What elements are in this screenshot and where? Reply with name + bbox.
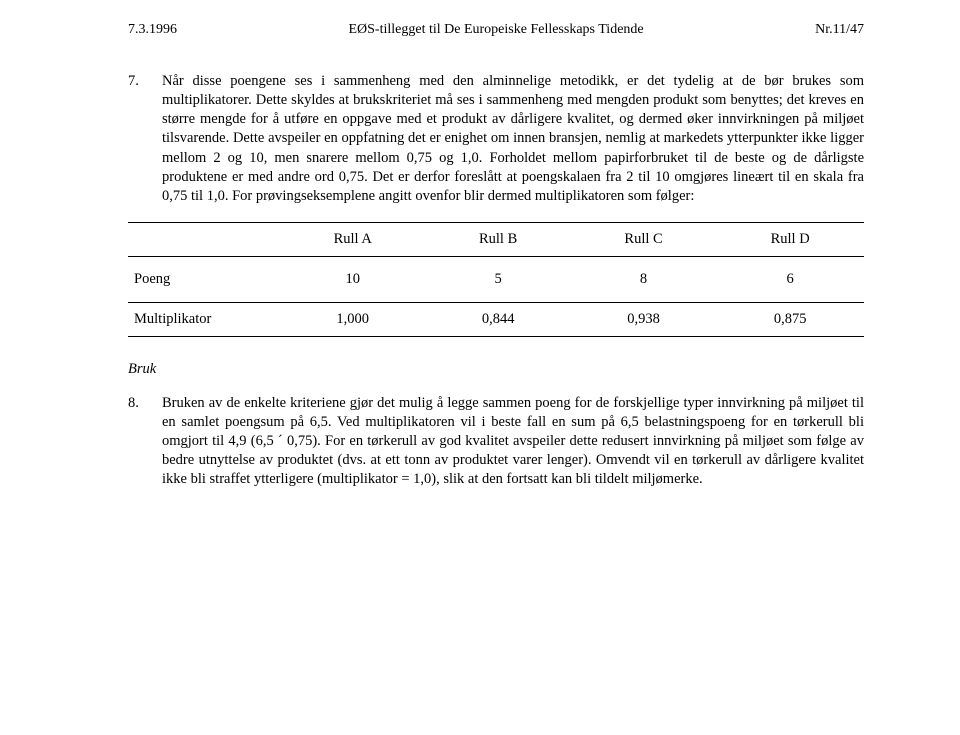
- paragraph-7: 7. Når disse poengene ses i sammenheng m…: [128, 72, 864, 206]
- header-date: 7.3.1996: [128, 22, 177, 38]
- table-col-header: Rull B: [425, 222, 570, 256]
- table-cell: 0,844: [425, 302, 570, 336]
- section-heading-bruk: Bruk: [128, 361, 864, 378]
- table-cell: 10: [280, 263, 425, 296]
- document-page: 7.3.1996 EØS-tillegget til De Europeiske…: [0, 0, 960, 524]
- table-cell: 0,938: [571, 302, 716, 336]
- multiplier-table: Rull A Rull B Rull C Rull D Poeng 10 5 8…: [128, 222, 864, 337]
- table-col-header: Rull D: [716, 222, 864, 256]
- paragraph-text: Når disse poengene ses i sammenheng med …: [162, 72, 864, 206]
- table-header-blank: [128, 222, 280, 256]
- table-col-header: Rull C: [571, 222, 716, 256]
- table-cell: 8: [571, 263, 716, 296]
- paragraph-8: 8. Bruken av de enkelte kriteriene gjør …: [128, 394, 864, 490]
- table-cell: 0,875: [716, 302, 864, 336]
- table-row: Poeng 10 5 8 6: [128, 263, 864, 296]
- paragraph-text: Bruken av de enkelte kriteriene gjør det…: [162, 394, 864, 490]
- header-title: EØS-tillegget til De Europeiske Fellessk…: [348, 22, 643, 38]
- table-row: Multiplikator 1,000 0,844 0,938 0,875: [128, 302, 864, 336]
- paragraph-number: 8.: [128, 394, 162, 490]
- table-cell: 1,000: [280, 302, 425, 336]
- table-cell: 6: [716, 263, 864, 296]
- page-header: 7.3.1996 EØS-tillegget til De Europeiske…: [128, 22, 864, 38]
- table-row-label: Multiplikator: [128, 302, 280, 336]
- header-page-number: Nr.11/47: [815, 22, 864, 38]
- table-col-header: Rull A: [280, 222, 425, 256]
- table-cell: 5: [425, 263, 570, 296]
- table-row-label: Poeng: [128, 263, 280, 296]
- table-header-row: Rull A Rull B Rull C Rull D: [128, 222, 864, 256]
- paragraph-number: 7.: [128, 72, 162, 206]
